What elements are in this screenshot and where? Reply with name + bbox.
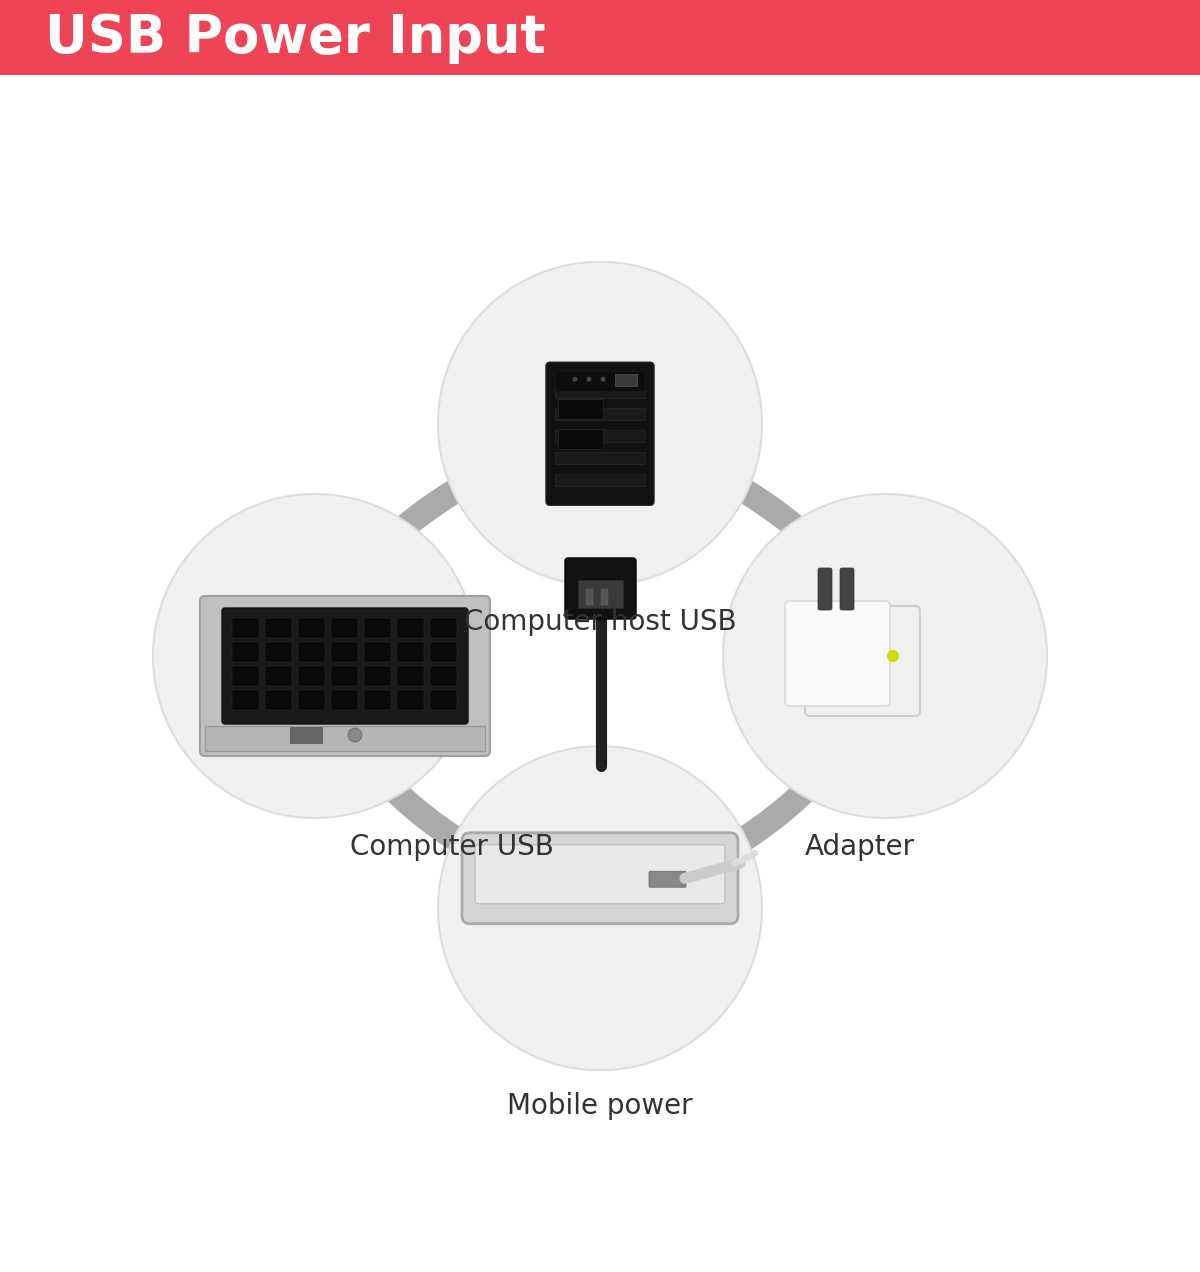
FancyBboxPatch shape [397,667,424,686]
FancyBboxPatch shape [578,580,623,608]
FancyBboxPatch shape [364,667,391,686]
FancyBboxPatch shape [265,642,292,661]
FancyBboxPatch shape [475,845,725,903]
FancyBboxPatch shape [331,642,358,661]
FancyBboxPatch shape [290,728,322,743]
FancyBboxPatch shape [558,398,604,418]
FancyBboxPatch shape [554,453,646,464]
Circle shape [722,494,1046,818]
FancyBboxPatch shape [364,642,391,661]
FancyBboxPatch shape [554,430,646,443]
Text: USB Power Input: USB Power Input [46,11,546,64]
FancyBboxPatch shape [397,642,424,661]
FancyBboxPatch shape [430,618,457,639]
Circle shape [600,377,606,382]
FancyBboxPatch shape [430,667,457,686]
FancyBboxPatch shape [0,0,1200,75]
FancyBboxPatch shape [232,618,259,639]
FancyBboxPatch shape [586,589,593,605]
FancyBboxPatch shape [331,689,358,710]
FancyBboxPatch shape [232,667,259,686]
FancyBboxPatch shape [649,871,686,888]
Text: Computer USB: Computer USB [350,833,554,861]
Circle shape [587,377,592,382]
FancyBboxPatch shape [818,569,832,611]
Circle shape [154,494,478,818]
FancyBboxPatch shape [546,363,654,505]
FancyBboxPatch shape [554,387,646,398]
FancyBboxPatch shape [222,608,468,724]
FancyBboxPatch shape [200,597,490,756]
Circle shape [572,377,577,382]
FancyBboxPatch shape [554,408,646,420]
FancyBboxPatch shape [840,569,854,611]
FancyBboxPatch shape [265,689,292,710]
Text: Computer host USB: Computer host USB [463,608,737,636]
FancyBboxPatch shape [331,667,358,686]
FancyBboxPatch shape [558,429,604,449]
FancyBboxPatch shape [462,833,738,923]
Circle shape [438,747,762,1070]
Circle shape [348,728,362,742]
FancyBboxPatch shape [785,600,890,706]
FancyBboxPatch shape [298,618,325,639]
FancyBboxPatch shape [364,689,391,710]
Circle shape [438,262,762,585]
FancyBboxPatch shape [331,618,358,639]
FancyBboxPatch shape [397,689,424,710]
FancyBboxPatch shape [616,374,637,387]
FancyBboxPatch shape [554,474,646,486]
FancyBboxPatch shape [430,642,457,661]
FancyBboxPatch shape [205,726,485,750]
FancyBboxPatch shape [265,667,292,686]
FancyBboxPatch shape [364,618,391,639]
Text: Adapter: Adapter [805,833,916,861]
Circle shape [887,650,899,661]
FancyBboxPatch shape [565,558,636,619]
FancyBboxPatch shape [554,371,646,392]
FancyBboxPatch shape [397,618,424,639]
FancyBboxPatch shape [601,589,608,605]
FancyBboxPatch shape [430,689,457,710]
FancyBboxPatch shape [265,618,292,639]
FancyBboxPatch shape [298,642,325,661]
FancyBboxPatch shape [298,689,325,710]
FancyBboxPatch shape [232,689,259,710]
FancyBboxPatch shape [805,605,920,716]
FancyBboxPatch shape [298,667,325,686]
FancyBboxPatch shape [232,642,259,661]
Text: Mobile power: Mobile power [508,1093,692,1121]
